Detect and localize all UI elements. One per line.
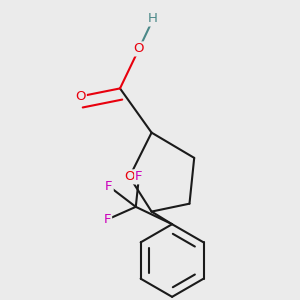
Text: F: F [135, 170, 143, 183]
Text: O: O [124, 170, 135, 183]
Text: F: F [105, 180, 113, 193]
Text: O: O [75, 90, 86, 103]
Text: F: F [103, 213, 111, 226]
Text: O: O [134, 42, 144, 56]
Text: H: H [148, 12, 158, 26]
